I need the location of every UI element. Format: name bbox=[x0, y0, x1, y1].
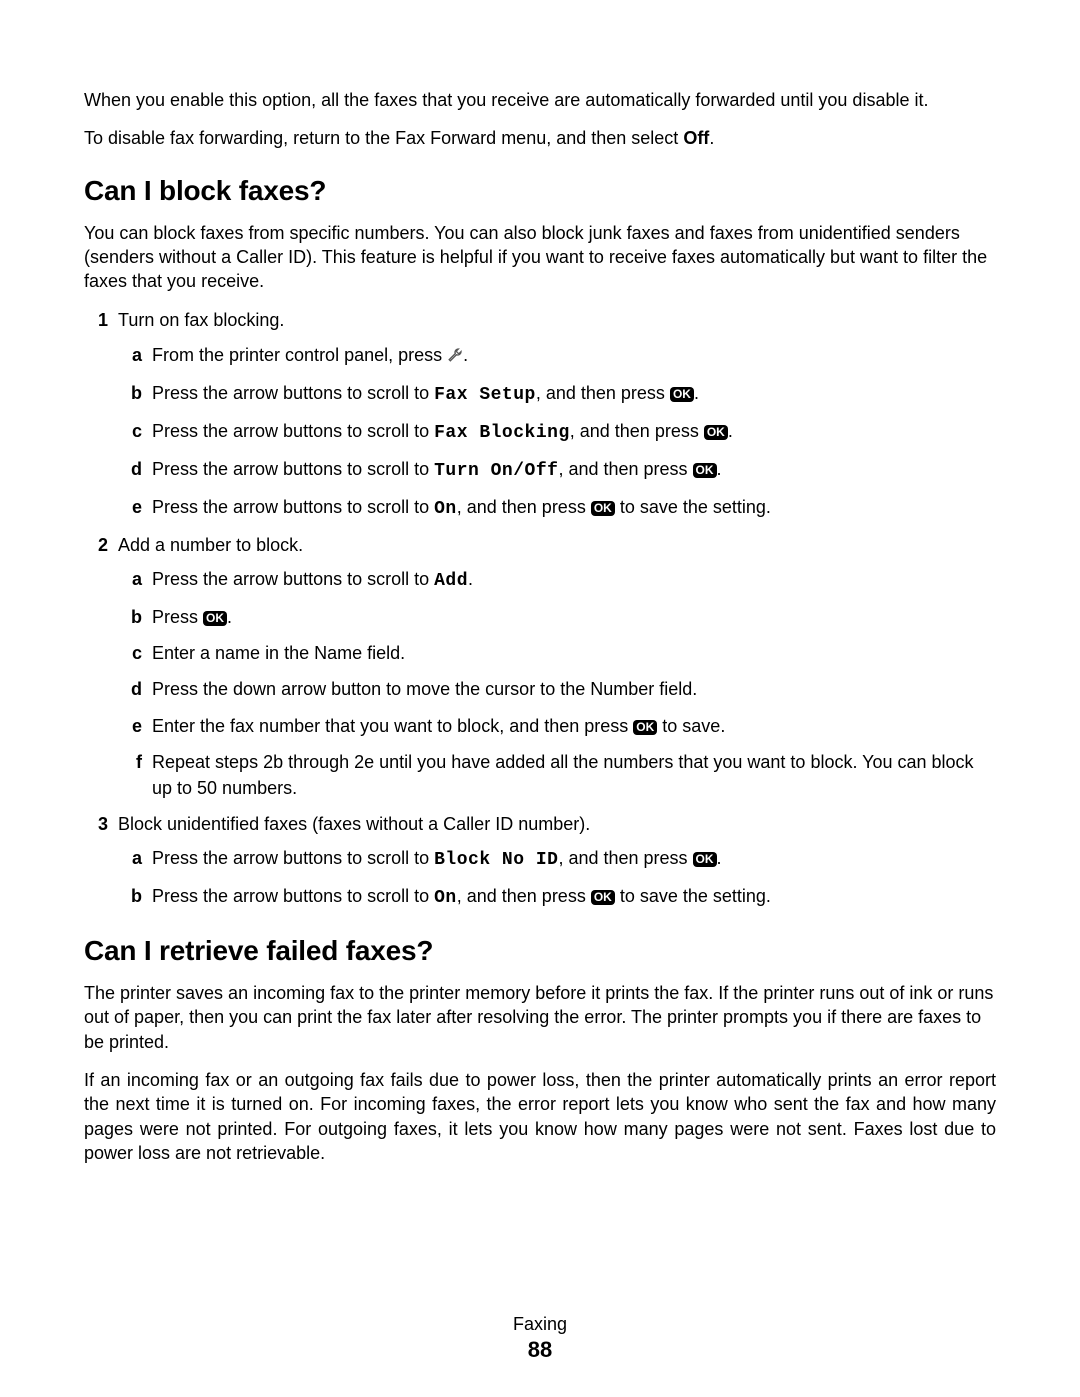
substeps: a From the printer control panel, press … bbox=[118, 342, 996, 522]
text: To disable fax forwarding, return to the… bbox=[84, 128, 683, 148]
substep-marker: b bbox=[118, 604, 142, 630]
substep-2e: e Enter the fax number that you want to … bbox=[118, 713, 996, 739]
text: Repeat steps 2b through 2e until you hav… bbox=[152, 752, 974, 798]
text: . bbox=[694, 383, 699, 403]
menu-block-no-id: Block No ID bbox=[434, 850, 558, 870]
step-3: 3 Block unidentified faxes (faxes withou… bbox=[84, 811, 996, 911]
ok-icon: OK bbox=[203, 611, 227, 626]
substep-marker: a bbox=[118, 845, 142, 871]
text: . bbox=[227, 607, 232, 627]
menu-fax-setup: Fax Setup bbox=[434, 385, 536, 405]
text: Press the arrow buttons to scroll to bbox=[152, 421, 434, 441]
text: Enter a name in the Name field. bbox=[152, 643, 405, 663]
substep-3b: b Press the arrow buttons to scroll to O… bbox=[118, 883, 996, 911]
page-footer: Faxing 88 bbox=[0, 1314, 1080, 1363]
text: . bbox=[717, 848, 722, 868]
step-marker: 3 bbox=[84, 811, 108, 837]
substep-marker: a bbox=[118, 566, 142, 592]
substeps: a Press the arrow buttons to scroll to B… bbox=[118, 845, 996, 911]
ok-icon: OK bbox=[633, 720, 657, 735]
substep-1d: d Press the arrow buttons to scroll to T… bbox=[118, 456, 996, 484]
substep-2a: a Press the arrow buttons to scroll to A… bbox=[118, 566, 996, 594]
step-2: 2 Add a number to block. a Press the arr… bbox=[84, 532, 996, 801]
text: . bbox=[468, 569, 473, 589]
substep-2b: b Press OK. bbox=[118, 604, 996, 630]
step-1: 1 Turn on fax blocking. a From the print… bbox=[84, 307, 996, 522]
text: Press the arrow buttons to scroll to bbox=[152, 497, 434, 517]
intro-paragraph-2: To disable fax forwarding, return to the… bbox=[84, 126, 996, 150]
ok-icon: OK bbox=[704, 425, 728, 440]
text: , and then press bbox=[536, 383, 670, 403]
off-bold: Off bbox=[683, 128, 709, 148]
text: . bbox=[728, 421, 733, 441]
step-text: Block unidentified faxes (faxes without … bbox=[118, 814, 590, 834]
menu-add: Add bbox=[434, 571, 468, 591]
menu-turn-on-off: Turn On/Off bbox=[434, 461, 558, 481]
substep-1b: b Press the arrow buttons to scroll to F… bbox=[118, 380, 996, 408]
substep-marker: c bbox=[118, 418, 142, 444]
substep-marker: b bbox=[118, 380, 142, 406]
substep-2f: f Repeat steps 2b through 2e until you h… bbox=[118, 749, 996, 801]
menu-fax-blocking: Fax Blocking bbox=[434, 423, 570, 443]
ok-icon: OK bbox=[591, 501, 615, 516]
substep-2d: d Press the down arrow button to move th… bbox=[118, 676, 996, 702]
substep-marker: e bbox=[118, 713, 142, 739]
text: to save the setting. bbox=[615, 886, 771, 906]
text: , and then press bbox=[457, 886, 591, 906]
heading-block-faxes: Can I block faxes? bbox=[84, 175, 996, 207]
text: . bbox=[463, 345, 468, 365]
substep-3a: a Press the arrow buttons to scroll to B… bbox=[118, 845, 996, 873]
text: Press the arrow buttons to scroll to bbox=[152, 886, 434, 906]
text: Press the down arrow button to move the … bbox=[152, 679, 697, 699]
text: Press bbox=[152, 607, 203, 627]
substep-marker: d bbox=[118, 456, 142, 482]
text: to save. bbox=[657, 716, 725, 736]
substep-marker: a bbox=[118, 342, 142, 368]
footer-section: Faxing bbox=[0, 1314, 1080, 1335]
substep-marker: e bbox=[118, 494, 142, 520]
footer-page-number: 88 bbox=[0, 1337, 1080, 1363]
text: Press the arrow buttons to scroll to bbox=[152, 848, 434, 868]
ok-icon: OK bbox=[693, 463, 717, 478]
ok-icon: OK bbox=[591, 890, 615, 905]
substep-marker: b bbox=[118, 883, 142, 909]
step-marker: 1 bbox=[84, 307, 108, 333]
text: , and then press bbox=[570, 421, 704, 441]
numbered-list: 1 Turn on fax blocking. a From the print… bbox=[84, 307, 996, 911]
ok-icon: OK bbox=[670, 387, 694, 402]
text: From the printer control panel, press bbox=[152, 345, 447, 365]
substep-marker: d bbox=[118, 676, 142, 702]
step-text: Turn on fax blocking. bbox=[118, 310, 284, 330]
text: . bbox=[717, 459, 722, 479]
document-page: When you enable this option, all the fax… bbox=[0, 0, 1080, 1165]
substep-marker: f bbox=[118, 749, 142, 775]
heading-retrieve-faxes: Can I retrieve failed faxes? bbox=[84, 935, 996, 967]
substep-1a: a From the printer control panel, press … bbox=[118, 342, 996, 370]
text: Enter the fax number that you want to bl… bbox=[152, 716, 633, 736]
text: Press the arrow buttons to scroll to bbox=[152, 459, 434, 479]
section2-para1: The printer saves an incoming fax to the… bbox=[84, 981, 996, 1054]
step-marker: 2 bbox=[84, 532, 108, 558]
text: , and then press bbox=[558, 848, 692, 868]
text: . bbox=[709, 128, 714, 148]
text: Press the arrow buttons to scroll to bbox=[152, 383, 434, 403]
substep-1c: c Press the arrow buttons to scroll to F… bbox=[118, 418, 996, 446]
text: to save the setting. bbox=[615, 497, 771, 517]
wrench-icon bbox=[447, 344, 463, 370]
text: , and then press bbox=[457, 497, 591, 517]
section2-para2: If an incoming fax or an outgoing fax fa… bbox=[84, 1068, 996, 1165]
substep-1e: e Press the arrow buttons to scroll to O… bbox=[118, 494, 996, 522]
menu-on: On bbox=[434, 499, 457, 519]
menu-on: On bbox=[434, 888, 457, 908]
substep-marker: c bbox=[118, 640, 142, 666]
text: Press the arrow buttons to scroll to bbox=[152, 569, 434, 589]
text: , and then press bbox=[558, 459, 692, 479]
intro-paragraph-1: When you enable this option, all the fax… bbox=[84, 88, 996, 112]
substeps: a Press the arrow buttons to scroll to A… bbox=[118, 566, 996, 801]
section1-intro: You can block faxes from specific number… bbox=[84, 221, 996, 294]
step-text: Add a number to block. bbox=[118, 535, 303, 555]
ok-icon: OK bbox=[693, 852, 717, 867]
substep-2c: c Enter a name in the Name field. bbox=[118, 640, 996, 666]
